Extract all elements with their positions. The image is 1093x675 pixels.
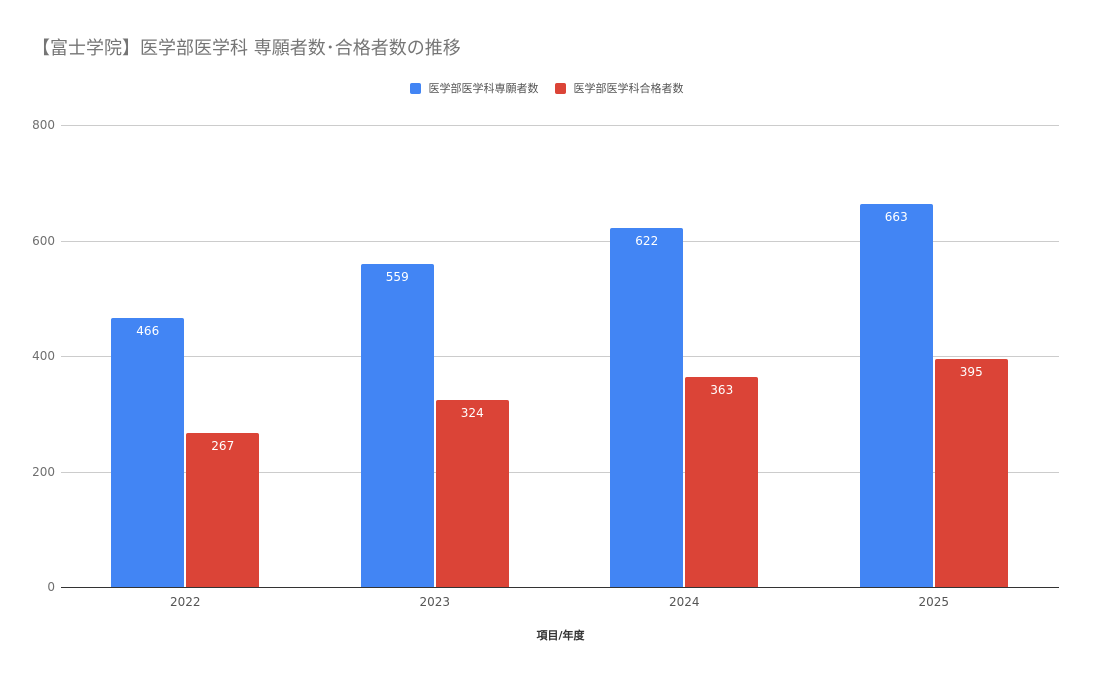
bar-value-label: 622 <box>635 233 659 248</box>
gridline <box>61 240 1059 242</box>
bar-value-label: 663 <box>884 210 908 225</box>
y-tick-label: 200 <box>32 464 55 479</box>
bar-value-label: 363 <box>710 383 734 398</box>
x-tick-label: 2023 <box>419 595 451 609</box>
y-tick-label: 800 <box>32 118 55 132</box>
plot-area: 466 267 559 324 622 363 663 395 <box>61 125 1059 588</box>
y-tick-label: 400 <box>32 349 55 363</box>
chart-title: 【富士学院】医学部医学科 専願者数･合格者数の推移 <box>32 38 461 59</box>
bar-passers-2023[interactable] <box>435 399 509 587</box>
bar-applicants-2022[interactable] <box>111 317 185 587</box>
bar-applicants-2023[interactable] <box>360 264 434 587</box>
gridline <box>61 125 1059 126</box>
legend-label: 医学部医学科専願者数 <box>428 82 539 95</box>
bar-passers-2025[interactable] <box>934 358 1008 587</box>
x-axis-label: 項目/年度 <box>536 629 585 642</box>
bar-value-label: 466 <box>136 323 160 338</box>
x-tick-label: 2022 <box>169 595 201 609</box>
x-tick-label: 2025 <box>918 595 950 609</box>
bar-value-label: 324 <box>460 405 484 420</box>
gridline <box>61 471 1059 473</box>
bar-value-label: 559 <box>385 270 409 285</box>
bar-passers-2022[interactable] <box>186 432 260 587</box>
legend-swatch-red-icon <box>554 82 566 94</box>
x-axis-baseline <box>61 587 1059 588</box>
x-tick-label: 2024 <box>668 595 700 609</box>
bar-value-label: 395 <box>959 364 983 379</box>
bar-value-label: 267 <box>211 438 235 453</box>
bar-passers-2024[interactable] <box>685 377 759 587</box>
legend-swatch-blue-icon <box>409 82 421 94</box>
legend-item-passers[interactable]: 医学部医学科合格者数 <box>554 80 684 96</box>
bar-applicants-2025[interactable] <box>859 204 933 587</box>
legend: 医学部医学科専願者数 医学部医学科合格者数 <box>0 80 1093 96</box>
y-tick-label: 600 <box>32 233 55 248</box>
legend-label: 医学部医学科合格者数 <box>573 82 684 95</box>
gridline <box>61 356 1059 357</box>
bar-applicants-2024[interactable] <box>610 227 684 587</box>
y-tick-label: 0 <box>47 580 55 594</box>
legend-item-applicants[interactable]: 医学部医学科専願者数 <box>409 80 539 96</box>
